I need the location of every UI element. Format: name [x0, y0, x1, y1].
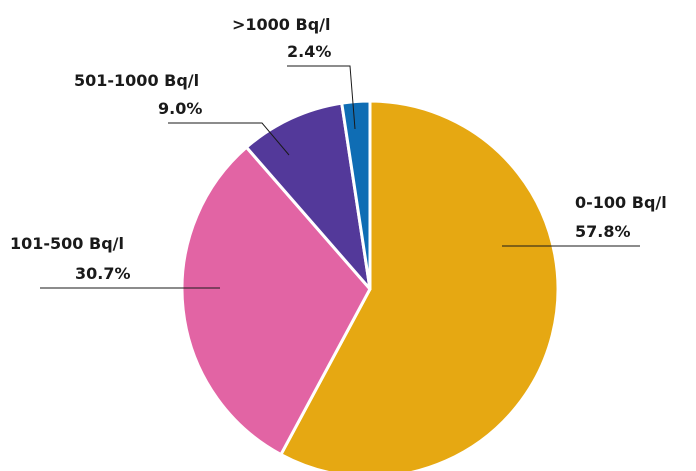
slice-label-1: 101-500 Bq/l — [10, 234, 124, 253]
slice-value-label-1: 30.7% — [75, 264, 131, 283]
pie-slice-1 — [180, 145, 372, 457]
leader-line-3 — [287, 65, 356, 130]
pie-slice-3 — [340, 99, 372, 291]
slice-label-0: 0-100 Bq/l — [575, 193, 667, 212]
slice-value-label-3: 2.4% — [287, 42, 331, 61]
pie-slice-0 — [279, 99, 560, 471]
leader-line-2 — [168, 122, 290, 156]
slice-value-label-2: 9.0% — [158, 99, 202, 118]
slice-label-3: >1000 Bq/l — [232, 15, 330, 34]
slice-value-label-0: 57.8% — [575, 222, 631, 241]
slice-label-2: 501-1000 Bq/l — [74, 71, 199, 90]
pie-slice-2 — [244, 101, 372, 291]
